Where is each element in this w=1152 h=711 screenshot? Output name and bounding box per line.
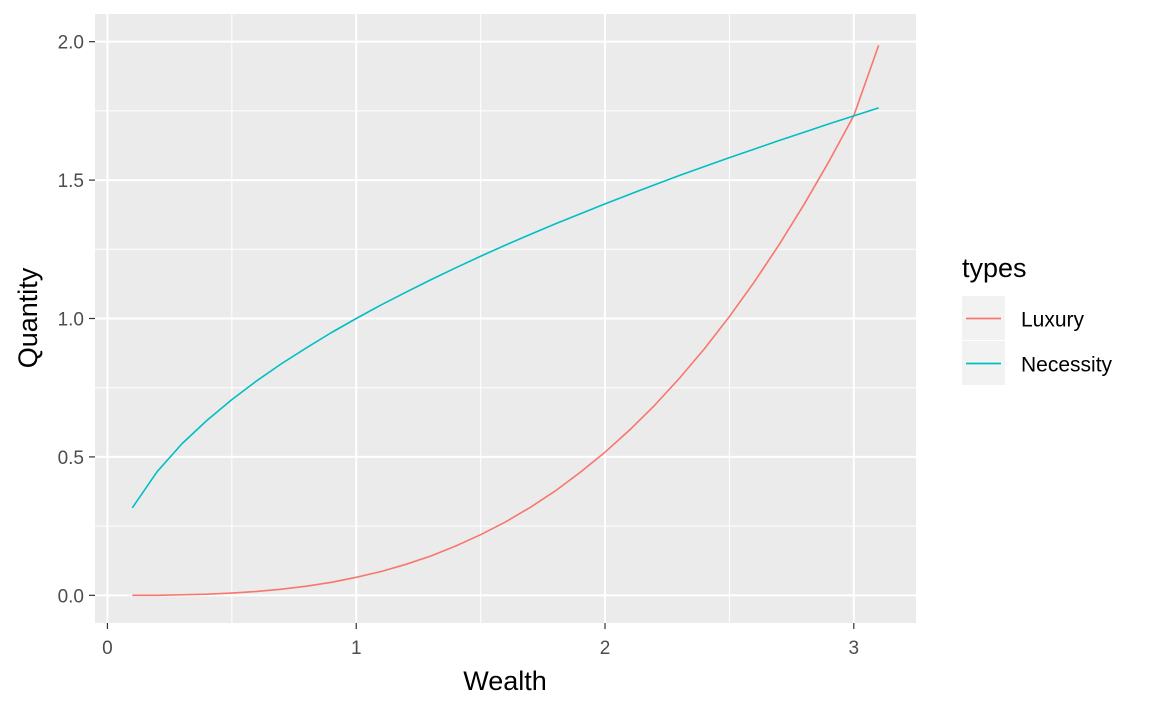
x-tick-label: 2 — [600, 638, 611, 659]
legend-label: Luxury — [1021, 309, 1085, 332]
legend-item-luxury: Luxury — [962, 296, 1085, 340]
x-axis: 0 1 2 3 — [102, 623, 859, 659]
legend-title: types — [962, 253, 1027, 283]
y-axis-title: Quantity — [13, 267, 43, 368]
series-line-necessity — [131, 107, 879, 509]
major-gridlines — [95, 14, 916, 623]
legend-item-necessity: Necessity — [962, 341, 1113, 385]
y-tick-label: 0.0 — [58, 586, 84, 607]
y-tick-label: 0.5 — [58, 448, 84, 469]
y-tick-label: 1.0 — [58, 310, 84, 331]
x-tick-label: 1 — [351, 638, 362, 659]
x-tick-label: 3 — [849, 638, 860, 659]
legend-label: Necessity — [1021, 354, 1113, 377]
x-axis-title: Wealth — [463, 666, 547, 696]
y-tick-label: 1.5 — [58, 171, 84, 192]
series-line-luxury — [132, 45, 880, 597]
legend: types Luxury Necessity — [962, 253, 1113, 385]
series-lines — [131, 45, 880, 597]
x-tick-label: 0 — [102, 638, 113, 659]
legend-items: Luxury Necessity — [962, 296, 1113, 385]
y-tick-label: 2.0 — [58, 33, 84, 54]
y-axis: 0.0 0.5 1.0 1.5 2.0 — [58, 33, 95, 607]
